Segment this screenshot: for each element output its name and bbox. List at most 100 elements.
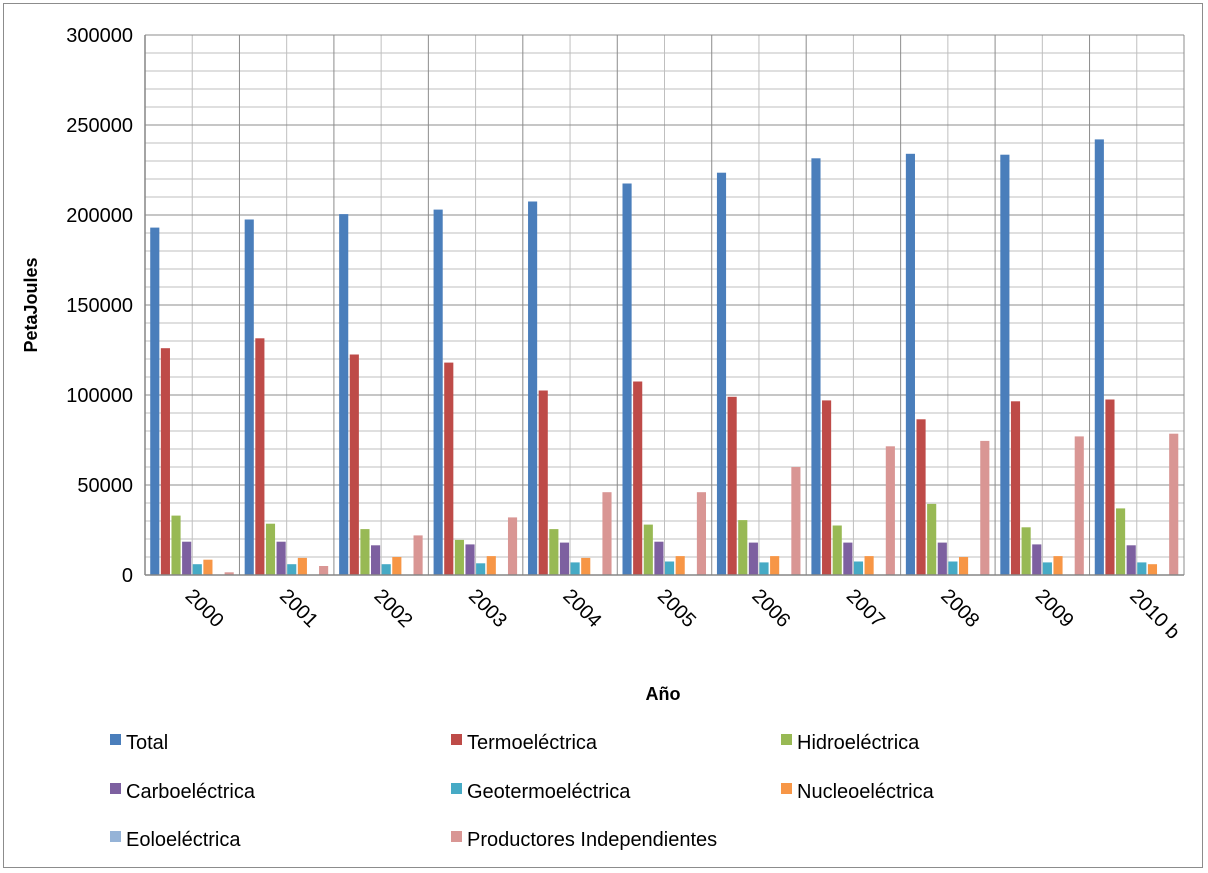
bar-total-2000 — [150, 227, 160, 575]
bar-nucleoel-ctrica-2008 — [958, 557, 969, 575]
bar-carboel-ctrica-2000 — [182, 541, 192, 575]
bar-carboel-ctrica-2003 — [465, 544, 475, 575]
bar-total-2004 — [528, 201, 538, 575]
bar-geotermoel-ctrica-2002 — [381, 564, 391, 575]
bar-hidroel-ctrica-2003 — [454, 539, 464, 575]
bar-total-2009 — [1000, 154, 1010, 575]
legend-item: Hidroeléctrica — [781, 732, 920, 754]
bar-hidroel-ctrica-2004 — [549, 529, 559, 575]
y-tick-label: 100000 — [66, 385, 133, 407]
bar-hidroel-ctrica-2007 — [832, 525, 842, 575]
bar-carboel-ctrica-2009 — [1032, 544, 1042, 575]
bar-geotermoel-ctrica-2005 — [665, 561, 675, 575]
bar-geotermoel-ctrica-2009 — [1042, 562, 1052, 575]
bar-productores-independientes-2001 — [319, 566, 329, 575]
bar-hidroel-ctrica-2008 — [927, 503, 937, 575]
bar-carboel-ctrica-2010-b — [1126, 545, 1136, 575]
bar-hidroel-ctrica-2001 — [265, 523, 276, 575]
legend-label: Nucleoeléctrica — [797, 781, 935, 803]
bar-nucleoel-ctrica-2004 — [581, 557, 591, 575]
bar-total-2010-b — [1094, 139, 1104, 575]
bar-nucleoel-ctrica-2003 — [486, 556, 496, 575]
x-tick-label: 2000 — [181, 585, 228, 632]
bar-termoel-ctrica-2001 — [255, 338, 265, 575]
x-tick-label: 2010 b — [1125, 585, 1184, 644]
bar-productores-independientes-2007 — [885, 446, 895, 575]
bar-total-2007 — [811, 158, 821, 576]
bar-hidroel-ctrica-2006 — [738, 520, 748, 575]
bar-nucleoel-ctrica-2005 — [675, 556, 685, 575]
x-tick-label: 2005 — [653, 585, 700, 632]
bars — [150, 139, 1179, 576]
bar-total-2001 — [244, 219, 254, 575]
bar-total-2003 — [433, 209, 443, 575]
bar-geotermoel-ctrica-2000 — [192, 564, 202, 575]
legend-label: Eoloeléctrica — [126, 829, 241, 851]
axes — [144, 35, 1184, 576]
bar-termoel-ctrica-2006 — [727, 396, 737, 575]
y-tick-label: 0 — [122, 565, 133, 587]
bar-nucleoel-ctrica-2007 — [864, 556, 874, 575]
y-tick-label: 200000 — [66, 205, 133, 227]
bar-productores-independientes-2008 — [980, 440, 990, 575]
bar-productores-independientes-2009 — [1074, 436, 1084, 575]
bar-geotermoel-ctrica-2010-b — [1137, 562, 1147, 575]
bar-hidroel-ctrica-2002 — [360, 529, 370, 575]
legend-item: Nucleoeléctrica — [781, 781, 935, 803]
bar-geotermoel-ctrica-2006 — [759, 562, 769, 575]
x-tick-label: 2009 — [1031, 585, 1078, 632]
y-tick-label: 250000 — [66, 115, 133, 137]
x-tick-label: 2001 — [275, 585, 322, 632]
bar-carboel-ctrica-2008 — [937, 542, 947, 575]
x-tick-label: 2007 — [842, 585, 889, 632]
bar-productores-independientes-2002 — [413, 535, 423, 575]
bar-hidroel-ctrica-2010-b — [1116, 508, 1126, 575]
bar-geotermoel-ctrica-2007 — [853, 561, 864, 575]
y-tick-labels: 0 50000 100000 150000 200000 250000 300000 — [66, 25, 133, 587]
bar-geotermoel-ctrica-2003 — [476, 563, 486, 575]
legend-label: Total — [126, 732, 168, 754]
bar-termoel-ctrica-2002 — [349, 354, 359, 575]
bar-termoel-ctrica-2007 — [822, 400, 832, 575]
legend-swatch — [451, 783, 462, 794]
bar-nucleoel-ctrica-2000 — [203, 559, 213, 575]
legend-label: Hidroeléctrica — [797, 732, 920, 754]
legend-item: Termoeléctrica — [451, 732, 598, 754]
bar-productores-independientes-2004 — [602, 492, 612, 575]
bar-productores-independientes-2010-b — [1169, 433, 1179, 575]
bar-carboel-ctrica-2002 — [371, 545, 381, 575]
x-tick-label: 2006 — [747, 585, 794, 632]
legend-item: Eoloeléctrica — [110, 829, 241, 851]
legend-item: Carboeléctrica — [110, 781, 256, 803]
legend-swatch — [110, 831, 121, 842]
bar-nucleoel-ctrica-2010-b — [1147, 564, 1158, 575]
bar-nucleoel-ctrica-2009 — [1053, 556, 1063, 575]
bar-carboel-ctrica-2004 — [559, 542, 570, 575]
bar-termoel-ctrica-2008 — [916, 419, 926, 575]
bar-carboel-ctrica-2007 — [843, 542, 853, 575]
bar-carboel-ctrica-2006 — [748, 542, 758, 575]
legend-label: Termoeléctrica — [467, 732, 598, 754]
legend: Total Termoeléctrica Hidroeléctrica Carboel… — [110, 732, 935, 851]
bar-productores-independientes-2000 — [224, 572, 234, 575]
bar-total-2005 — [622, 183, 632, 575]
legend-item: Total — [110, 732, 168, 754]
bar-nucleoel-ctrica-2006 — [770, 556, 780, 575]
bar-geotermoel-ctrica-2001 — [287, 564, 297, 575]
bar-hidroel-ctrica-2009 — [1021, 527, 1031, 575]
legend-item: Productores Independientes — [451, 829, 717, 851]
bar-termoel-ctrica-2009 — [1010, 401, 1021, 575]
legend-swatch — [451, 734, 462, 745]
y-tick-label: 300000 — [66, 25, 133, 47]
bar-total-2006 — [716, 172, 727, 575]
legend-swatch — [110, 734, 121, 745]
bar-geotermoel-ctrica-2008 — [948, 561, 958, 575]
legend-label: Carboeléctrica — [126, 781, 256, 803]
bar-productores-independientes-2003 — [507, 517, 518, 575]
y-axis-title: PetaJoules — [21, 257, 41, 352]
legend-swatch — [451, 831, 462, 842]
bar-productores-independientes-2006 — [791, 467, 801, 575]
bar-nucleoel-ctrica-2001 — [297, 557, 307, 575]
legend-swatch — [110, 783, 121, 794]
